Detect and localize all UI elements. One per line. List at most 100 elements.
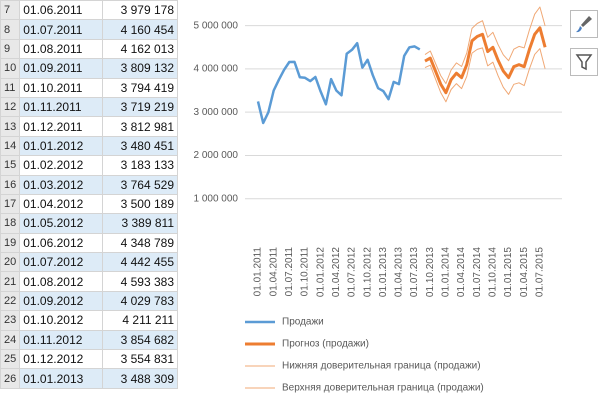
brush-icon [576,16,592,33]
cell[interactable]: 3 719 219 [102,96,178,118]
sheet-row: 11 01.10.2011 3 794 419 [0,77,178,98]
row-number[interactable]: 9 [0,38,21,60]
y-tick-label: 5 000 000 [194,20,239,31]
cell[interactable]: 01.01.2013 [19,368,104,389]
series-line [424,26,547,95]
row-number[interactable]: 15 [0,155,21,176]
row-number[interactable]: 20 [0,252,21,273]
cell[interactable]: 3 764 529 [102,174,178,195]
sheet-row: 13 01.12.2011 3 812 981 [0,116,178,137]
row-number[interactable]: 16 [0,174,21,195]
cell[interactable]: 4 160 454 [102,19,178,40]
cell[interactable]: 3 554 831 [102,349,178,370]
row-number[interactable]: 10 [0,58,21,79]
cell[interactable]: 4 348 789 [102,232,178,254]
cell[interactable]: 4 593 383 [102,271,178,292]
cell[interactable]: 01.02.2012 [19,155,104,176]
sheet-row: 18 01.05.2012 3 389 811 [0,213,178,234]
row-number[interactable]: 19 [0,232,21,254]
x-tick-label: 01.04.2015 [519,247,530,297]
x-tick-label: 01.07.2015 [535,247,546,297]
x-tick-label: 01.04.2012 [331,247,342,297]
cell[interactable]: 4 162 013 [102,38,178,60]
x-tick-label: 01.04.2013 [394,247,405,297]
cell[interactable]: 3 480 451 [102,135,178,157]
chart-filters-button[interactable] [570,48,598,76]
x-tick-label: 01.01.2012 [315,247,326,297]
sheet-row: 15 01.02.2012 3 183 133 [0,155,178,176]
cell[interactable]: 4 211 211 [102,310,178,331]
row-number[interactable]: 7 [0,0,21,21]
row-number[interactable]: 24 [0,329,21,351]
cell[interactable]: 4 029 783 [102,290,178,312]
cell[interactable]: 01.09.2011 [19,58,104,79]
cell[interactable]: 4 442 455 [102,252,178,273]
legend-label: Нижняя доверительная граница (продажи) [282,361,481,372]
cell[interactable]: 3 812 981 [102,116,178,137]
x-tick-label: 01.10.2014 [488,247,499,297]
cell[interactable]: 3 809 132 [102,58,178,79]
chart: 1 000 000 2 000 000 3 000 000 4 000 000 5 00… [194,6,562,394]
sheet-row: 10 01.09.2011 3 809 132 [0,58,178,79]
y-tick-label: 1 000 000 [194,193,239,204]
cell[interactable]: 01.07.2011 [19,19,104,40]
cell[interactable]: 3 183 133 [102,155,178,176]
cell[interactable]: 3 500 189 [102,193,178,215]
chart-styles-button[interactable] [570,10,598,38]
cell[interactable]: 01.09.2012 [19,290,104,312]
cell[interactable]: 01.10.2012 [19,310,104,331]
cell[interactable]: 01.12.2012 [19,349,104,370]
row-number[interactable]: 8 [0,19,21,40]
cell[interactable]: 01.06.2012 [19,232,104,254]
x-tick-label: 01.01.2011 [253,247,264,297]
series-line [424,47,546,103]
cell[interactable]: 01.05.2012 [19,213,104,234]
x-tick-label: 01.07.2012 [347,247,358,297]
x-tick-label: 01.01.2014 [441,247,452,297]
cell[interactable]: 01.11.2011 [19,96,104,118]
row-number[interactable]: 13 [0,116,21,137]
row-number[interactable]: 18 [0,213,21,234]
sheet-row: 26 01.01.2013 3 488 309 [0,368,178,389]
row-number[interactable]: 14 [0,135,21,157]
cell[interactable]: 01.07.2012 [19,252,104,273]
cell[interactable]: 01.12.2011 [19,116,104,137]
row-number[interactable]: 17 [0,193,21,215]
sheet-row: 8 01.07.2011 4 160 454 [0,19,178,40]
cell[interactable]: 01.08.2012 [19,271,104,292]
sheet-row: 9 01.08.2011 4 162 013 [0,38,178,60]
sheet-row: 21 01.08.2012 4 593 383 [0,271,178,292]
cell[interactable]: 01.10.2011 [19,77,104,98]
row-number[interactable]: 26 [0,368,21,389]
series-line [256,41,421,125]
cell[interactable]: 01.08.2011 [19,38,104,60]
cell[interactable]: 3 488 309 [102,368,178,389]
sheet-row: 25 01.12.2012 3 554 831 [0,349,178,370]
cell[interactable]: 01.03.2012 [19,174,104,195]
cell[interactable]: 3 389 811 [102,213,178,234]
sheet-row: 24 01.11.2012 3 854 682 [0,329,178,351]
y-tick-label: 4 000 000 [194,64,239,75]
x-tick-label: 01.10.2011 [300,247,311,297]
legend-label: Верхняя доверительная граница (продажи) [282,383,484,394]
cell[interactable]: 01.01.2012 [19,135,104,157]
cell[interactable]: 3 794 419 [102,77,178,98]
y-tick-label: 2 000 000 [194,150,239,161]
cell[interactable]: 3 854 682 [102,329,178,351]
legend-label: Продажи [282,317,324,328]
x-tick-label: 01.04.2011 [268,247,279,297]
sheet-row: 14 01.01.2012 3 480 451 [0,135,178,157]
row-number[interactable]: 21 [0,271,21,292]
sheet-row: 20 01.07.2012 4 442 455 [0,252,178,273]
cell[interactable]: 01.06.2011 [19,0,104,21]
row-number[interactable]: 25 [0,349,21,370]
row-number[interactable]: 12 [0,96,21,118]
row-number[interactable]: 23 [0,310,21,331]
cell[interactable]: 01.11.2012 [19,329,104,351]
row-number[interactable]: 22 [0,290,21,312]
cell[interactable]: 01.04.2012 [19,193,104,215]
sheet-row: 7 01.06.2011 3 979 178 [0,0,178,21]
row-number[interactable]: 11 [0,77,21,98]
cell[interactable]: 3 979 178 [102,0,178,21]
